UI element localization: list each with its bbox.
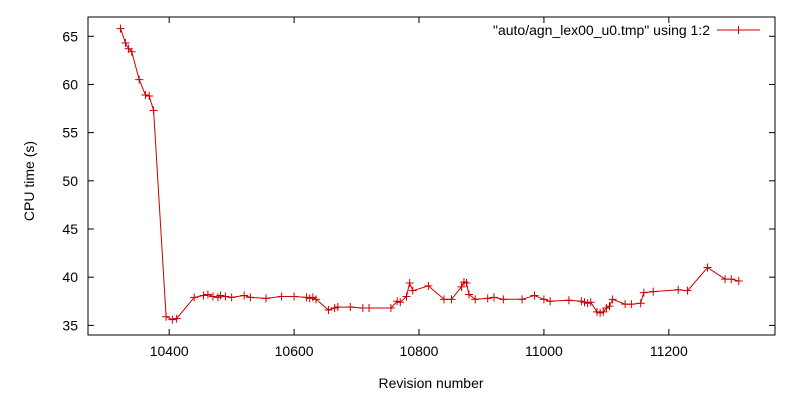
y-tick-label: 55	[62, 125, 78, 141]
data-point	[627, 300, 636, 309]
data-point	[290, 292, 299, 301]
data-point	[333, 303, 342, 312]
y-tick-label: 60	[62, 76, 78, 92]
data-point	[530, 291, 539, 300]
legend: "auto/agn_lex00_u0.tmp" using 1:2	[493, 22, 760, 38]
x-axis-label: Revision number	[378, 375, 483, 391]
data-point	[135, 75, 144, 84]
data-point	[141, 91, 150, 100]
data-point	[586, 298, 595, 307]
legend-label: "auto/agn_lex00_u0.tmp" using 1:2	[493, 22, 710, 38]
data-point	[162, 312, 171, 321]
data-point	[127, 47, 136, 56]
data-point	[546, 297, 555, 306]
data-series-layer	[116, 24, 743, 324]
x-tick-label: 10600	[275, 343, 314, 359]
data-point	[608, 295, 617, 304]
data-point	[605, 302, 614, 311]
x-tick-label: 10800	[400, 343, 439, 359]
series-line	[120, 28, 739, 321]
data-point	[683, 286, 692, 295]
data-point	[408, 286, 417, 295]
data-point	[190, 293, 199, 302]
data-point	[311, 295, 320, 304]
x-tick-label: 11200	[650, 343, 688, 359]
data-point	[208, 292, 217, 301]
data-point	[386, 304, 395, 313]
data-point	[639, 288, 648, 297]
y-tick-label: 65	[62, 28, 78, 44]
data-point	[145, 92, 154, 101]
data-point	[539, 295, 548, 304]
data-point	[402, 292, 411, 301]
legend-marker	[734, 26, 743, 34]
data-point	[483, 294, 492, 303]
y-tick-label: 35	[62, 317, 78, 333]
y-tick-label: 45	[62, 221, 78, 237]
data-point	[649, 287, 658, 296]
data-point	[365, 304, 374, 313]
x-tick-label: 11000	[525, 343, 563, 359]
data-point	[703, 263, 712, 272]
data-point	[216, 291, 225, 300]
data-point	[405, 278, 414, 287]
data-point	[424, 281, 433, 290]
data-point	[464, 290, 473, 299]
data-point	[346, 303, 355, 312]
data-point	[277, 292, 286, 301]
data-point	[471, 295, 480, 304]
axes: 10400 10600 10800 11000 11200 35 40 45 50 55 60 65	[62, 16, 776, 359]
y-axis-label: CPU time (s)	[21, 141, 37, 221]
data-point	[462, 278, 471, 287]
data-point	[396, 298, 405, 307]
data-point	[489, 293, 498, 302]
data-point	[499, 295, 508, 304]
data-point	[457, 282, 466, 291]
data-point	[240, 291, 249, 300]
x-tick-label: 10400	[150, 343, 189, 359]
data-point	[734, 277, 743, 286]
data-point	[203, 290, 212, 299]
data-point	[172, 314, 181, 323]
data-point	[121, 39, 130, 48]
data-point	[518, 295, 527, 304]
data-point	[246, 293, 255, 302]
plot-frame	[87, 16, 776, 336]
y-tick-label: 50	[62, 173, 78, 189]
data-point	[221, 292, 230, 301]
data-point	[439, 295, 448, 304]
data-point	[116, 24, 125, 33]
data-point	[564, 296, 573, 305]
data-point	[636, 299, 645, 308]
data-point	[261, 294, 270, 303]
data-point	[227, 293, 236, 302]
data-point	[447, 295, 456, 304]
data-point	[727, 275, 736, 284]
data-point	[149, 106, 158, 115]
data-point	[324, 305, 333, 314]
data-point	[168, 315, 177, 324]
y-tick-label: 40	[62, 269, 78, 285]
data-point	[199, 291, 208, 300]
data-point	[674, 285, 683, 294]
